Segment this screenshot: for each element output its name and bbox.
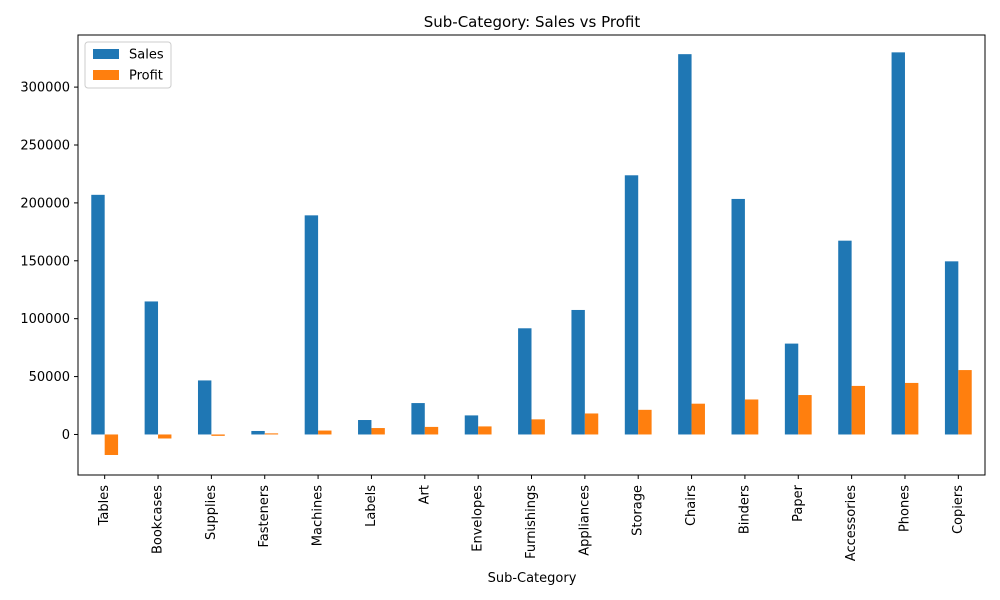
bar-profit-machines <box>318 430 332 435</box>
chart-title: Sub-Category: Sales vs Profit <box>424 13 641 31</box>
bar-profit-supplies <box>211 434 225 436</box>
bar-sales-accessories <box>838 240 852 435</box>
bar-profit-fasteners <box>264 433 279 435</box>
bar-profit-phones <box>904 382 919 435</box>
bar-sales-supplies <box>197 380 212 435</box>
bar-profit-binders <box>744 399 759 435</box>
legend: Sales Profit <box>84 41 172 89</box>
bar-sales-furnishings <box>518 328 532 435</box>
bar-profit-chairs <box>691 403 705 435</box>
x-tick-label-storage: Storage <box>631 485 646 536</box>
y-tick-label: 100000 <box>20 312 70 327</box>
y-tick-label: 250000 <box>20 139 70 154</box>
x-axis-label: Sub-Category <box>488 571 577 586</box>
y-tick-label: 150000 <box>20 254 70 269</box>
x-tick-label-art: Art <box>417 485 432 504</box>
x-tick-label-copiers: Copiers <box>951 485 966 534</box>
x-tick-label-paper: Paper <box>791 484 806 521</box>
x-tick-label-accessories: Accessories <box>844 485 859 561</box>
y-tick-label: 300000 <box>20 81 70 96</box>
bar-sales-labels <box>358 420 372 435</box>
x-tick-label-fasteners: Fasteners <box>257 485 272 548</box>
x-tick-label-chairs: Chairs <box>684 485 699 526</box>
bar-sales-paper <box>784 343 799 435</box>
bar-sales-phones <box>891 52 905 435</box>
y-axis: 0 50000 100000 150000 200000 250000 300000 <box>20 81 78 443</box>
y-tick-label: 0 <box>62 428 70 443</box>
bar-sales-envelopes <box>464 415 479 435</box>
bar-sales-binders <box>731 198 745 435</box>
x-tick-label-envelopes: Envelopes <box>471 485 486 552</box>
bar-profit-appliances <box>584 413 599 435</box>
legend-swatch-profit <box>93 70 119 80</box>
bar-profit-art <box>424 426 439 435</box>
bar-sales-storage <box>624 175 639 435</box>
y-tick-label: 200000 <box>20 196 70 211</box>
x-tick-label-appliances: Appliances <box>577 485 592 556</box>
x-tick-label-binders: Binders <box>737 485 752 534</box>
bar-profit-furnishings <box>531 419 545 435</box>
legend-label-sales: Sales <box>129 48 164 63</box>
bar-profit-labels <box>371 428 385 435</box>
bar-profit-copiers <box>958 370 972 435</box>
x-tick-label-bookcases: Bookcases <box>151 485 166 554</box>
bar-profit-envelopes <box>478 426 492 435</box>
x-tick-label-labels: Labels <box>364 485 379 527</box>
bar-profit-bookcases <box>158 434 172 439</box>
bar-profit-storage <box>638 409 652 435</box>
bar-sales-copiers <box>944 261 959 435</box>
legend-swatch-sales <box>93 49 119 59</box>
bar-sales-fasteners <box>251 430 265 435</box>
bar-sales-appliances <box>571 309 585 435</box>
x-tick-label-tables: Tables <box>97 485 112 527</box>
bars-group <box>91 52 972 455</box>
x-tick-label-machines: Machines <box>311 485 326 546</box>
x-tick-label-supplies: Supplies <box>204 485 219 540</box>
x-tick-label-phones: Phones <box>897 485 912 532</box>
bar-profit-paper <box>798 395 812 435</box>
bar-sales-machines <box>304 215 319 435</box>
bar-sales-chairs <box>678 54 692 435</box>
bar-profit-accessories <box>851 385 866 435</box>
y-tick-label: 50000 <box>29 370 70 385</box>
bar-sales-bookcases <box>144 301 159 435</box>
x-axis: Tables Bookcases Supplies Fasteners Machines… <box>97 475 966 561</box>
bar-sales-tables <box>91 194 105 435</box>
bar-profit-tables <box>104 434 119 455</box>
bar-sales-art <box>411 403 425 435</box>
legend-label-profit: Profit <box>129 69 163 84</box>
x-tick-label-furnishings: Furnishings <box>524 485 539 559</box>
